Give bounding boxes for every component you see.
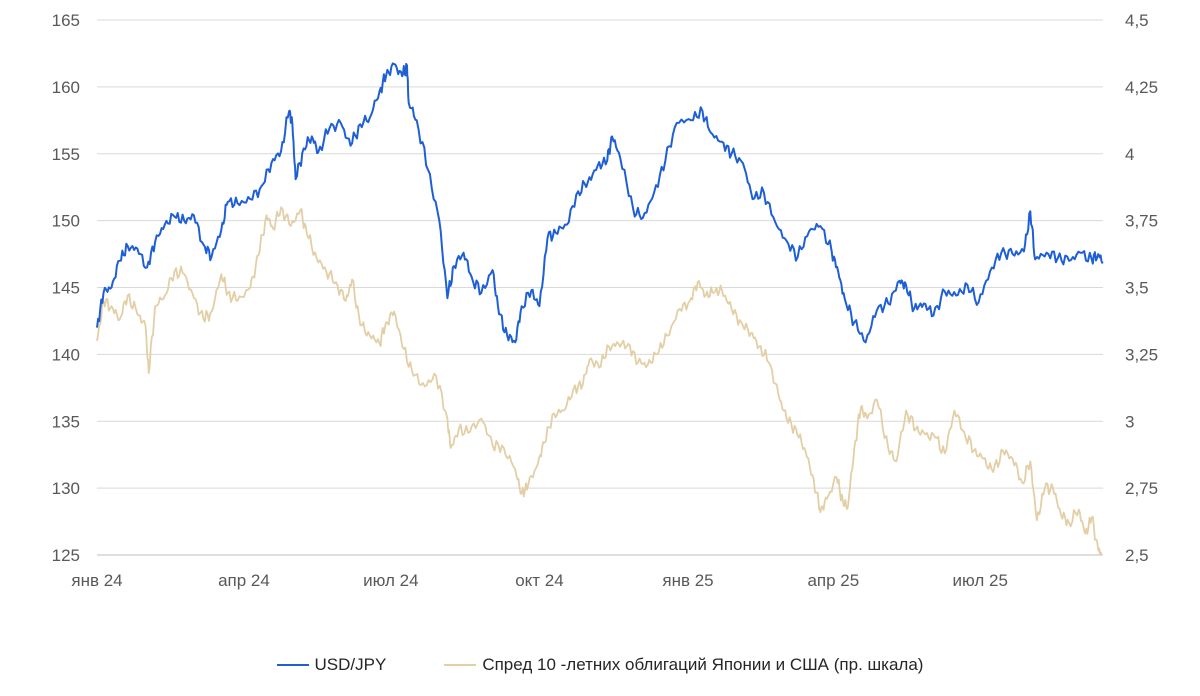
legend-swatch-usdjpy [276,664,309,666]
legend-label-spread: Спред 10 -летних облигаций Японии и США … [482,655,924,674]
x-tick-label: апр 25 [807,571,859,590]
x-tick-label: янв 25 [662,571,713,590]
left-tick-label: 145 [52,279,80,298]
right-tick-label: 4,5 [1125,11,1149,30]
spread-series-line [96,206,1103,556]
right-tick-label: 3,75 [1125,212,1158,231]
left-axis-ticks: 125 130 135 140 145 150 155 160 165 [52,11,80,565]
right-tick-label: 2,5 [1125,546,1149,565]
x-tick-label: янв 24 [71,571,122,590]
x-tick-label: июл 24 [363,571,418,590]
right-axis-ticks: 2,5 2,75 3 3,25 3,5 3,75 4 4,25 4,5 [1125,11,1158,565]
usdjpy-series-line [96,62,1104,344]
left-tick-label: 165 [52,11,80,30]
left-tick-label: 130 [52,479,80,498]
legend-swatch-spread [444,664,477,666]
right-tick-label: 3,5 [1125,279,1149,298]
right-tick-label: 3 [1125,412,1134,431]
right-tick-label: 4,25 [1125,78,1158,97]
right-tick-label: 2,75 [1125,479,1158,498]
left-tick-label: 150 [52,212,80,231]
series-lines [96,62,1104,556]
legend-label-usdjpy: USD/JPY [314,655,387,674]
legend-item-usdjpy: USD/JPY [276,655,387,675]
left-tick-label: 160 [52,78,80,97]
legend-item-spread: Спред 10 -летних облигаций Японии и США … [444,655,923,675]
x-tick-label: июл 25 [953,571,1008,590]
left-tick-label: 140 [52,345,80,364]
right-tick-label: 3,25 [1125,345,1158,364]
right-tick-label: 4 [1125,145,1134,164]
chart-legend: USD/JPY Спред 10 -летних облигаций Япони… [0,655,1200,675]
gridlines [97,19,1103,556]
left-tick-label: 155 [52,145,80,164]
chart-canvas: 125 130 135 140 145 150 155 160 165 2,5 2,75 3 3,25… [52,11,1158,590]
x-axis-ticks: янв 24 апр 24 июл 24 окт 24 янв 25 апр 25 июл … [71,571,1008,590]
left-tick-label: 125 [52,546,80,565]
x-tick-label: окт 24 [515,571,564,590]
left-tick-label: 135 [52,412,80,431]
x-tick-label: апр 24 [218,571,270,590]
